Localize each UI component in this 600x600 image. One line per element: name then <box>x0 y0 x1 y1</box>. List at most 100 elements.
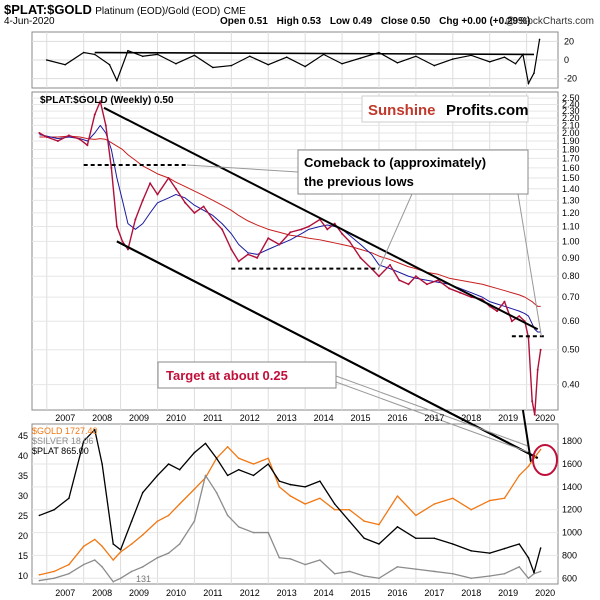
price-point <box>67 134 70 137</box>
main-x-tick-label: 2012 <box>240 413 260 423</box>
price-point <box>425 283 428 286</box>
plat-point <box>38 514 41 517</box>
metals-x-tick-label: 2007 <box>55 588 75 598</box>
gold-point <box>130 543 133 545</box>
exchange-label: CME <box>223 6 246 17</box>
price-point <box>104 124 107 127</box>
plat-point <box>539 547 542 549</box>
metals-left-tick-label: 45 <box>18 431 28 441</box>
metals-left-tick-label: 25 <box>18 511 28 521</box>
plat-point <box>533 571 535 574</box>
plat-point <box>215 457 218 460</box>
gold-point <box>226 446 229 448</box>
plat-point <box>488 552 491 554</box>
metals-x-tick-label: 2017 <box>424 588 444 598</box>
price-point <box>488 305 491 308</box>
main-y-tick-label: 1.80 <box>562 144 580 154</box>
gold-point <box>68 563 70 566</box>
price-point <box>531 400 534 403</box>
price-point <box>348 240 351 243</box>
price-point <box>414 275 417 278</box>
price-point <box>523 320 526 323</box>
main-y-tick-label: 2.40 <box>562 100 580 110</box>
price-point <box>141 199 144 202</box>
silver-point <box>319 559 321 561</box>
metals-x-tick-label: 2019 <box>498 588 518 598</box>
oscillator-point <box>514 62 517 65</box>
price-point <box>193 211 196 214</box>
main-x-tick-label: 2011 <box>203 413 222 423</box>
price-point <box>278 243 281 246</box>
brand-sunshine: Sunshine <box>368 102 436 119</box>
oscillator-point <box>267 63 270 66</box>
comeback-pointer <box>187 164 299 173</box>
oscillator-point <box>116 79 118 82</box>
silver-point <box>130 570 133 573</box>
silver-point <box>378 577 380 580</box>
metals-right-tick-label: 1400 <box>562 482 582 492</box>
silver-point <box>178 543 181 545</box>
trendline <box>103 106 539 331</box>
price-point <box>377 275 380 278</box>
silver-point <box>38 579 41 582</box>
gold-point <box>488 499 491 502</box>
gold-point <box>38 574 41 576</box>
silver-point <box>226 514 229 517</box>
main-x-tick-label: 2007 <box>55 413 75 423</box>
ma-long-line <box>39 135 541 307</box>
main-x-tick-label: 2010 <box>166 413 186 423</box>
legend-gold: $GOLD 1727.40 <box>32 426 98 436</box>
plat-point <box>348 520 351 522</box>
comeback-annotation-line2: the previous lows <box>304 174 414 189</box>
price-line <box>39 100 542 416</box>
oscillator-point <box>230 64 233 67</box>
price-point <box>359 256 362 259</box>
description-label: Platinum (EOD)/Gold (EOD) <box>95 6 221 17</box>
gold-point <box>82 545 85 548</box>
oscillator-point <box>45 59 48 61</box>
trendline <box>116 240 539 459</box>
ohlc-readout: Open 0.51 High 0.53 Low 0.49 Close 0.50 … <box>220 16 536 27</box>
oscillator-point <box>359 57 362 59</box>
main-x-tick-label: 2018 <box>461 413 481 423</box>
price-point <box>307 225 310 228</box>
price-point <box>237 260 240 263</box>
plat-point <box>204 442 207 445</box>
comeback-annotation-box <box>297 149 529 195</box>
main-y-tick-label: 0.50 <box>562 345 580 355</box>
price-point <box>221 228 224 231</box>
metals-left-tick-label: 30 <box>18 491 28 501</box>
gold-point <box>518 474 521 477</box>
silver-point <box>193 520 196 522</box>
osc-y-tick-label: -20 <box>564 74 577 84</box>
plat-point <box>289 483 292 486</box>
silver-point <box>348 570 351 573</box>
oscillator-point <box>285 56 288 58</box>
metals-right-tick-label: 1800 <box>562 436 582 446</box>
main-y-tick-label: 1.60 <box>562 163 580 173</box>
plat-point <box>119 548 122 551</box>
gold-point <box>167 514 170 517</box>
metals-right-tick-label: 600 <box>562 573 577 583</box>
plat-point <box>93 428 96 431</box>
main-y-tick-label: 0.40 <box>562 380 580 390</box>
price-point <box>86 144 89 147</box>
main-y-tick-label: 2.10 <box>562 120 580 130</box>
price-point <box>184 201 187 204</box>
silver-point <box>304 563 306 566</box>
gold-point <box>452 497 454 500</box>
silver-point <box>119 577 122 580</box>
metals-x-tick-label: 2014 <box>314 588 334 598</box>
gold-point <box>204 476 207 479</box>
silver-point <box>470 577 473 580</box>
main-y-tick-label: 0.80 <box>562 271 580 281</box>
oscillator-point <box>503 56 506 58</box>
oscillator-trendline <box>94 51 535 56</box>
plat-point <box>378 543 380 545</box>
gold-point <box>178 503 181 505</box>
gold-point <box>278 486 281 488</box>
plat-point <box>319 480 321 482</box>
price-point <box>174 187 177 190</box>
plat-line <box>39 429 542 574</box>
price-point <box>459 291 462 294</box>
